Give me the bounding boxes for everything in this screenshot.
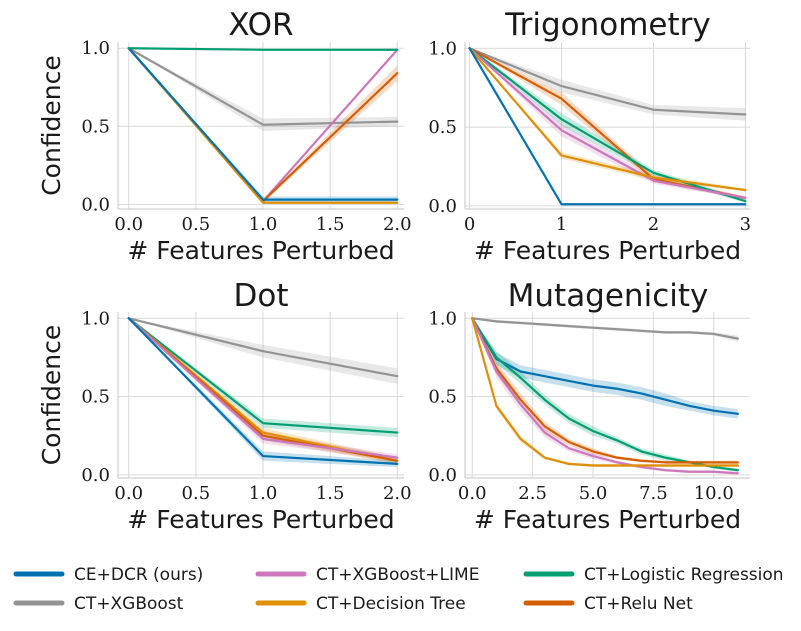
x-axis-label: # Features Perturbed [127, 505, 394, 534]
line-xgb [127, 317, 399, 378]
x-tick-label: 2.0 [383, 214, 412, 235]
x-tick-label: 0 [464, 214, 475, 235]
legend-item-lr: CT+Logistic Regression [523, 565, 784, 585]
x-tick-label: 1.5 [316, 483, 345, 504]
line-lime [471, 317, 740, 475]
chart-title: Trigonometry [504, 7, 711, 43]
line-relu [471, 317, 740, 464]
chart-title: XOR [228, 7, 293, 43]
chart-panel-2: 0.0 0.5 1.0 1.5 2.0 0.0 0.5 1.0 Dot # Features Pe… [37, 278, 412, 534]
x-tick-label: 0.5 [182, 483, 211, 504]
legend-label: CT+XGBoost+LIME [316, 565, 479, 585]
y-tick-label: 0.5 [428, 117, 457, 138]
y-tick-label: 1.0 [81, 38, 110, 59]
x-tick-label: 1.5 [316, 214, 345, 235]
x-tick-label: 3 [740, 214, 751, 235]
line-xgb [471, 317, 740, 340]
line-lr [127, 317, 399, 434]
line-dt [468, 47, 747, 192]
legend-item-ce_dcr: CE+DCR (ours) [13, 565, 203, 585]
line-lr [127, 47, 399, 51]
legend-label: CT+XGBoost [74, 594, 184, 614]
legend-label: CT+Relu Net [584, 594, 693, 614]
x-tick-label: 1.0 [249, 214, 278, 235]
chart-panels: 0.0 0.5 1.0 1.5 2.0 0.0 0.5 1.0 XOR # Features Pe… [37, 7, 751, 534]
y-tick-label: 0.5 [81, 116, 110, 137]
legend-label: CE+DCR (ours) [74, 565, 203, 585]
x-tick-label: 1.0 [249, 483, 278, 504]
y-tick-label: 0.0 [81, 465, 110, 486]
y-tick-label: 0.0 [428, 196, 457, 217]
line-lr [468, 47, 747, 203]
line-ce_dcr [471, 317, 740, 415]
y-tick-label: 0.0 [428, 465, 457, 486]
legend-item-lime: CT+XGBoost+LIME [255, 565, 479, 585]
legend-label: CT+Decision Tree [316, 594, 466, 614]
band-ce_dcr [472, 318, 738, 419]
legend-label: CT+Logistic Regression [584, 565, 784, 585]
x-tick-label: 0.5 [182, 214, 211, 235]
y-axis-label: Confidence [37, 55, 66, 196]
line-dt [471, 317, 740, 467]
legend-item-dt: CT+Decision Tree [255, 594, 466, 614]
y-tick-label: 0.0 [81, 194, 110, 215]
y-axis-label: Confidence [37, 325, 66, 466]
x-tick-label: 0.0 [458, 483, 487, 504]
line-xgb [468, 47, 747, 116]
x-tick-label: 2.5 [518, 483, 547, 504]
y-tick-label: 1.0 [428, 308, 457, 329]
x-axis-label: # Features Perturbed [474, 236, 741, 265]
line-lime [468, 47, 747, 200]
x-tick-label: 5.0 [579, 483, 608, 504]
legend: CE+DCR (ours) CT+XGBoost CT+XGBoost+LIME CT… [13, 565, 784, 614]
y-tick-label: 1.0 [428, 38, 457, 59]
y-tick-label: 1.0 [81, 308, 110, 329]
chart-panel-0: 0.0 0.5 1.0 1.5 2.0 0.0 0.5 1.0 XOR # Features Pe… [37, 7, 412, 265]
x-tick-label: 0.0 [114, 214, 143, 235]
x-tick-label: 2 [648, 214, 659, 235]
x-tick-label: 2.0 [383, 483, 412, 504]
legend-item-relu: CT+Relu Net [523, 594, 693, 614]
chart-title: Dot [234, 278, 289, 314]
x-tick-label: 1 [556, 214, 567, 235]
line-ce_dcr [468, 47, 747, 206]
x-tick-label: 0.0 [114, 483, 143, 504]
x-axis-label: # Features Perturbed [127, 236, 394, 265]
line-xgb [127, 47, 399, 126]
x-axis-label: # Features Perturbed [474, 505, 741, 534]
chart-panel-3: 0.0 2.5 5.0 7.5 10.0 0.0 0.5 1.0 Mutagenicity # F… [428, 278, 750, 534]
legend-item-xgb: CT+XGBoost [13, 594, 184, 614]
x-tick-label: 7.5 [639, 483, 668, 504]
line-ce_dcr [127, 47, 399, 201]
line-ce_dcr [127, 317, 399, 466]
line-relu [468, 47, 747, 200]
y-tick-label: 0.5 [81, 387, 110, 408]
y-tick-label: 0.5 [428, 387, 457, 408]
chart-panel-1: 0 1 2 3 0.0 0.5 1.0 Trigonometry # Features Pert… [428, 7, 751, 265]
chart-title: Mutagenicity [508, 278, 709, 314]
x-tick-label: 10.0 [694, 483, 734, 504]
line-lime [127, 317, 399, 459]
